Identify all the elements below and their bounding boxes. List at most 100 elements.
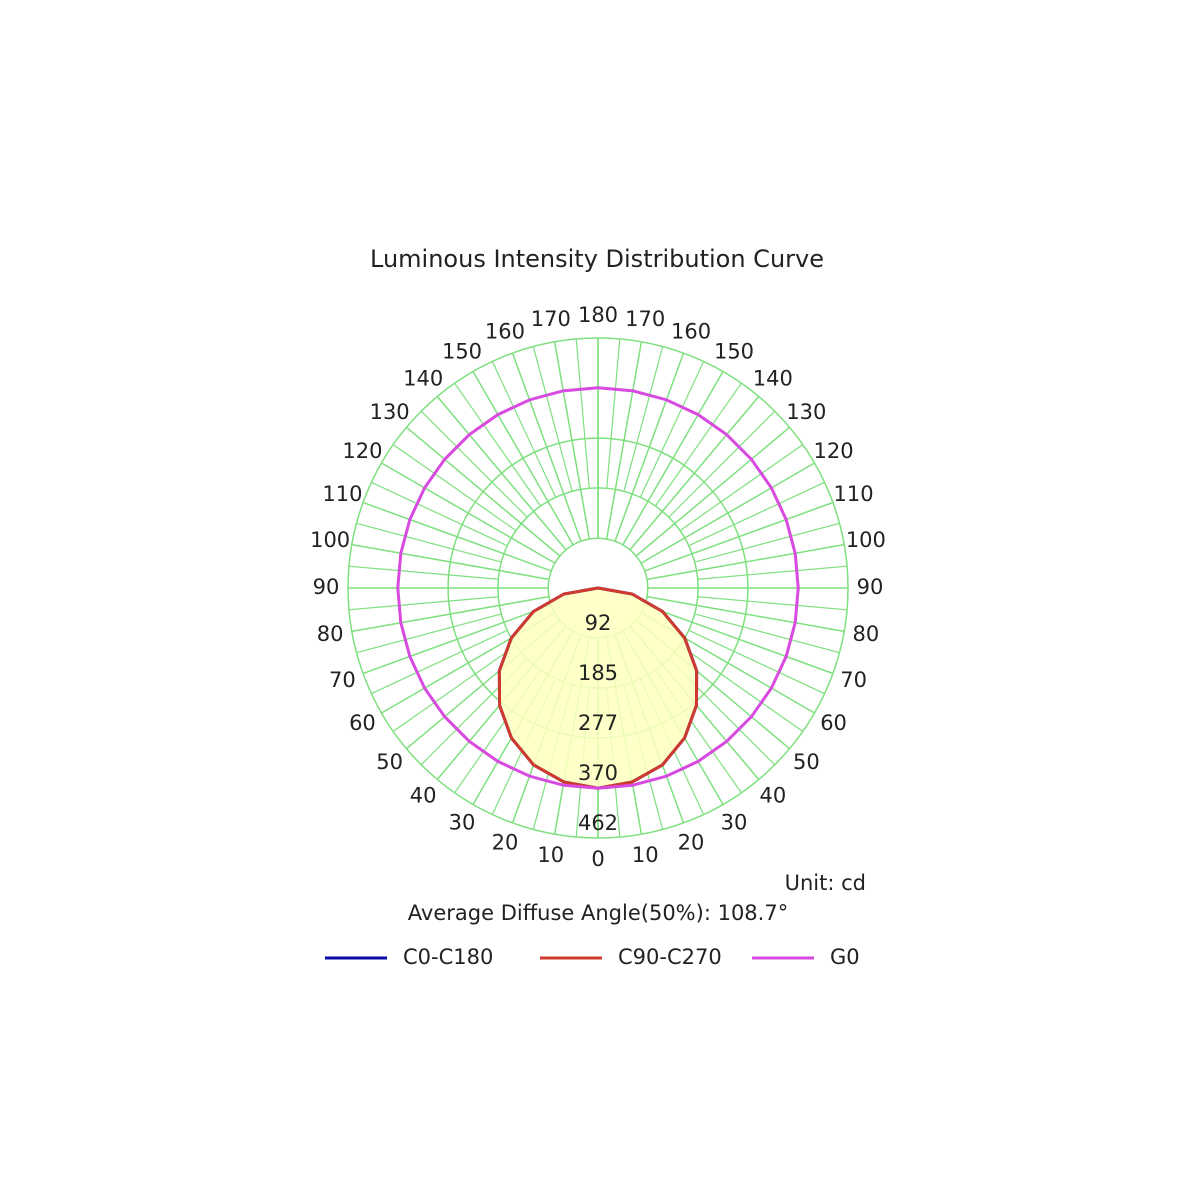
grid-subspoke [679,444,804,532]
grid-subspoke [679,644,804,732]
grid-subspoke [668,410,776,518]
angle-tick-label: 80 [317,622,344,646]
angle-tick-label: 50 [376,750,403,774]
series-line [597,586,699,790]
angle-tick-label: 80 [853,622,880,646]
grid-subspoke [575,338,590,489]
series-line [497,586,599,790]
grid-subspoke [654,382,742,507]
angle-tick-label: 170 [531,307,571,331]
angle-tick-label: 60 [820,711,847,735]
grid-subspoke [356,613,502,654]
grid-spoke [646,543,845,581]
grid-spoke [644,604,834,675]
legend-label: C90-C270 [618,945,722,969]
angle-tick-label: 90 [857,575,884,599]
grid-spoke [614,352,685,542]
grid-subspoke [639,361,705,498]
angle-tick-label: 30 [449,811,476,835]
legend-label: G0 [830,945,860,969]
grid-spoke [646,595,845,633]
angle-tick-label: 180 [578,303,618,327]
angle-tick-label: 140 [753,367,793,391]
grid-spoke [640,462,815,564]
r-tick-label: 370 [578,761,618,785]
grid-subspoke [606,338,621,489]
angle-tick-label: 140 [403,367,443,391]
grid-spoke [351,595,550,633]
chart-title: Luminous Intensity Distribution Curve [370,245,824,273]
grid-subspoke [371,481,508,547]
grid-spoke [472,371,574,546]
grid-spoke [605,341,643,540]
angle-tick-label: 170 [625,307,665,331]
series-line [396,386,599,790]
angle-tick-label: 20 [492,831,519,855]
grid-spoke [406,426,561,557]
grid-subspoke [454,382,542,507]
angle-tick-label: 0 [591,847,604,871]
grid-subspoke [392,644,517,732]
angle-tick-label: 20 [678,831,705,855]
grid-subspoke [688,629,825,695]
angle-tick-label: 110 [834,482,874,506]
angle-tick-label: 160 [671,319,711,343]
angle-tick-label: 160 [485,319,525,343]
series-line [597,386,800,790]
angle-tick-label: 130 [370,400,410,424]
grid-spoke [351,543,550,581]
grid-subspoke [688,481,825,547]
grid-subspoke [371,629,508,695]
unit-note: Unit: cd [785,871,866,895]
angle-tick-label: 30 [721,811,748,835]
grid-spoke [436,396,567,551]
angle-tick-label: 90 [313,575,340,599]
angle-tick-label: 110 [322,482,362,506]
angle-tick-label: 70 [840,668,867,692]
grid-spoke [644,501,834,572]
angle-tick-label: 100 [846,528,886,552]
grid-subspoke [532,346,573,492]
grid-spoke [511,352,582,542]
angle-tick-label: 120 [342,439,382,463]
angle-tick-label: 100 [310,528,350,552]
grid-subspoke [694,522,840,563]
angle-tick-label: 10 [537,843,564,867]
grid-subspoke [623,346,664,492]
grid-spoke [622,371,724,546]
angle-tick-label: 10 [632,843,659,867]
angle-tick-label: 40 [759,783,786,807]
grid-spoke [381,462,556,564]
angle-tick-label: 50 [793,750,820,774]
series-area [499,588,598,789]
angle-tick-label: 60 [349,711,376,735]
grid-subspoke [420,410,528,518]
grid-spoke [629,396,760,551]
grid-spoke [362,604,552,675]
r-tick-label: 277 [578,711,618,735]
angle-tick-label: 130 [786,400,826,424]
grid-subspoke [697,596,848,611]
grid-spoke [553,341,591,540]
angle-tick-label: 70 [329,668,356,692]
annotation: Average Diffuse Angle(50%): 108.7° [408,901,788,925]
grid-subspoke [392,444,517,532]
grid-subspoke [348,565,499,580]
angle-tick-label: 120 [814,439,854,463]
angle-tick-label: 40 [410,783,437,807]
r-tick-label: 462 [578,811,618,835]
grid-spoke [635,426,790,557]
series-area [598,588,697,789]
grid-subspoke [694,613,840,654]
angle-tick-label: 150 [442,339,482,363]
r-tick-label: 92 [585,611,612,635]
legend-label: C0-C180 [403,945,493,969]
angle-tick-label: 150 [714,339,754,363]
grid-subspoke [697,565,848,580]
grid-subspoke [356,522,502,563]
grid-spoke [362,501,552,572]
grid-subspoke [491,361,557,498]
r-tick-label: 185 [578,661,618,685]
grid-subspoke [348,596,499,611]
